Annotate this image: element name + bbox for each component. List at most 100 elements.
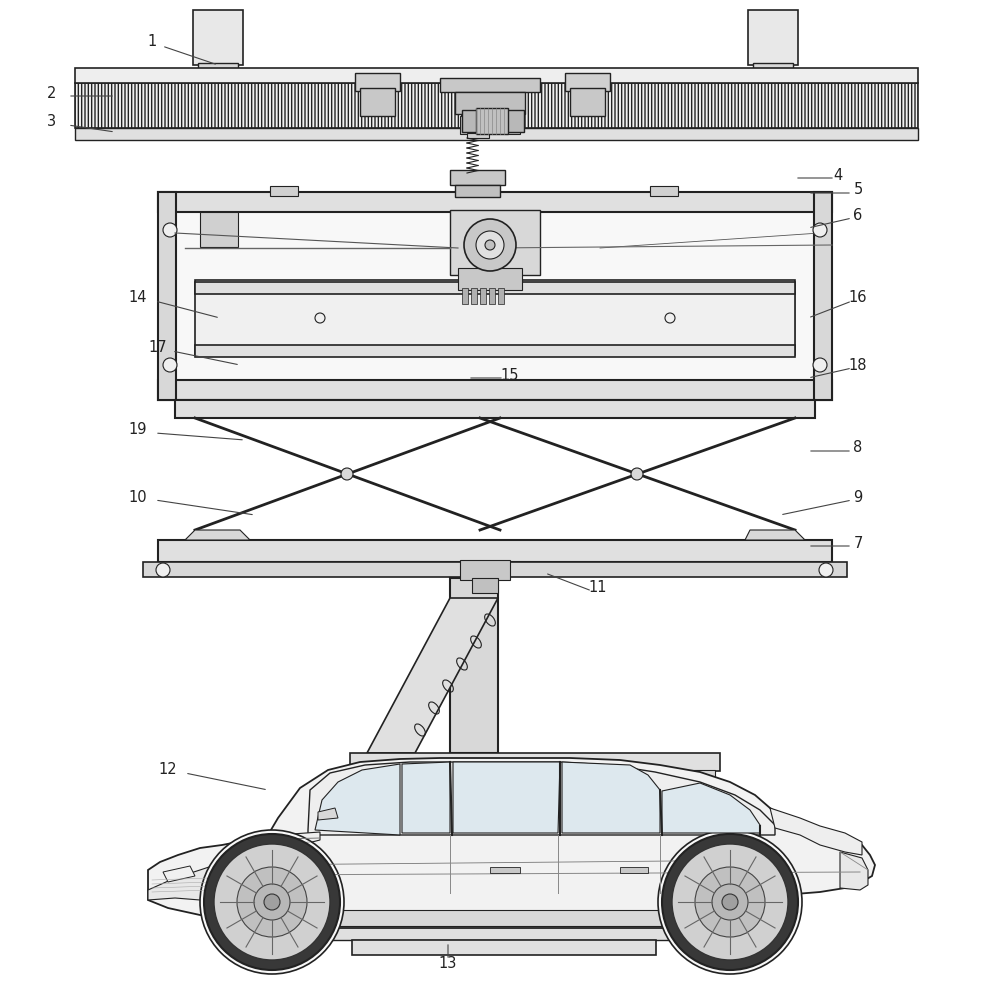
Bar [195, 292, 795, 347]
Bar [505, 116, 520, 134]
Circle shape [156, 563, 170, 577]
Circle shape [485, 240, 495, 250]
Text: 10: 10 [129, 489, 147, 504]
Text: 19: 19 [129, 422, 147, 438]
Text: 11: 11 [589, 580, 608, 595]
Bar [472, 578, 498, 593]
Polygon shape [745, 530, 805, 540]
Bar [355, 770, 715, 778]
Bar [460, 560, 510, 580]
Circle shape [200, 830, 344, 974]
Bar [460, 186, 488, 196]
Circle shape [254, 884, 290, 920]
Circle shape [631, 468, 643, 480]
Bar [455, 185, 500, 197]
Circle shape [464, 219, 516, 271]
Text: 1: 1 [147, 34, 157, 49]
Bar [158, 540, 832, 562]
Text: 15: 15 [500, 367, 519, 382]
Circle shape [662, 834, 798, 970]
Polygon shape [367, 598, 498, 753]
Bar [490, 867, 520, 873]
Text: 18: 18 [849, 358, 867, 372]
Bar [352, 940, 656, 955]
Polygon shape [662, 783, 760, 833]
Bar [570, 88, 605, 116]
Bar [176, 212, 814, 380]
Text: 7: 7 [853, 536, 863, 550]
Bar [158, 192, 176, 400]
Circle shape [204, 834, 340, 970]
Polygon shape [148, 865, 215, 900]
Bar [195, 345, 795, 357]
Polygon shape [248, 832, 320, 848]
Bar [175, 400, 815, 418]
Bar [496, 110, 524, 132]
Polygon shape [840, 852, 868, 890]
Bar [158, 192, 832, 212]
Polygon shape [185, 530, 250, 540]
Circle shape [476, 231, 504, 259]
Bar [360, 88, 395, 116]
Bar [455, 92, 525, 114]
Text: 5: 5 [853, 182, 863, 198]
Circle shape [237, 867, 307, 937]
Circle shape [672, 844, 788, 960]
Circle shape [819, 563, 833, 577]
Circle shape [163, 358, 177, 372]
Polygon shape [562, 762, 660, 833]
Bar [355, 73, 400, 91]
Text: 6: 6 [853, 208, 863, 223]
Bar [270, 910, 725, 926]
Bar [158, 380, 832, 400]
Text: 2: 2 [48, 86, 57, 101]
Bar [467, 133, 489, 138]
Bar [75, 128, 918, 140]
Bar [814, 192, 832, 400]
Bar [270, 186, 298, 196]
Circle shape [341, 468, 353, 480]
Text: 4: 4 [833, 167, 843, 182]
Bar [460, 116, 475, 134]
Circle shape [722, 894, 738, 910]
Bar [462, 110, 490, 132]
Bar [350, 753, 720, 771]
Polygon shape [453, 762, 560, 833]
Bar [193, 10, 243, 65]
Bar [462, 288, 468, 304]
Text: 14: 14 [129, 290, 147, 306]
Circle shape [813, 358, 827, 372]
Bar [195, 280, 795, 355]
Polygon shape [308, 762, 775, 835]
Bar [476, 108, 508, 134]
Circle shape [264, 894, 280, 910]
Bar [450, 578, 498, 753]
Text: 8: 8 [853, 440, 863, 456]
Bar [498, 288, 504, 304]
Bar [195, 282, 795, 294]
Polygon shape [318, 808, 338, 820]
Text: 16: 16 [849, 290, 867, 306]
Bar [565, 73, 610, 91]
Text: 12: 12 [159, 762, 178, 778]
Bar [75, 83, 918, 128]
Bar [450, 170, 505, 185]
Bar [270, 926, 725, 940]
Circle shape [712, 884, 748, 920]
Text: 17: 17 [149, 340, 167, 356]
Bar [440, 78, 540, 92]
Bar [650, 186, 678, 196]
Bar [753, 63, 793, 73]
Bar [620, 867, 648, 873]
Polygon shape [402, 762, 450, 833]
Bar [200, 212, 238, 247]
Circle shape [813, 223, 827, 237]
Bar [471, 288, 477, 304]
Bar [75, 68, 918, 83]
Text: 13: 13 [439, 956, 457, 970]
Bar [489, 288, 495, 304]
Circle shape [163, 223, 177, 237]
Circle shape [658, 830, 802, 974]
Bar [480, 288, 486, 304]
Circle shape [695, 867, 765, 937]
